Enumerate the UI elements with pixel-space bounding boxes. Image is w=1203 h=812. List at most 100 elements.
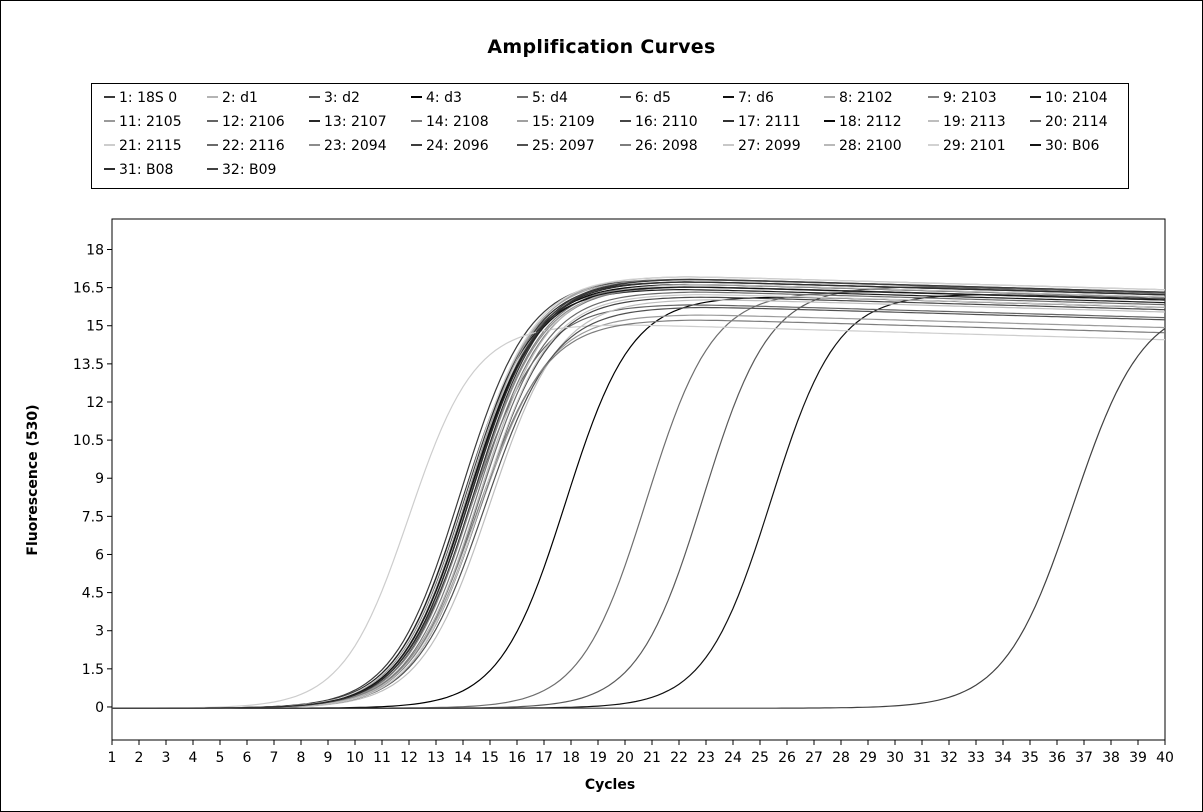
x-tick-label: 14 bbox=[454, 750, 472, 766]
legend-swatch bbox=[824, 120, 835, 122]
legend-swatch bbox=[517, 144, 528, 146]
legend-label: 4: d3 bbox=[426, 90, 462, 106]
legend-swatch bbox=[207, 96, 218, 98]
x-tick-label: 22 bbox=[670, 750, 688, 766]
x-tick-label: 28 bbox=[832, 750, 850, 766]
legend-label: 28: 2100 bbox=[839, 138, 902, 154]
x-tick-label: 39 bbox=[1129, 750, 1147, 766]
x-tick-label: 4 bbox=[189, 750, 198, 766]
series-line bbox=[112, 281, 1165, 709]
x-tick-label: 5 bbox=[216, 750, 225, 766]
x-tick-label: 13 bbox=[427, 750, 445, 766]
legend-label: 30: B06 bbox=[1045, 138, 1100, 154]
legend-swatch bbox=[411, 144, 422, 146]
x-tick-label: 17 bbox=[535, 750, 553, 766]
y-tick-label: 12 bbox=[86, 395, 104, 411]
legend-label: 2: d1 bbox=[222, 90, 258, 106]
legend-item: 26: 2098 bbox=[620, 136, 698, 156]
legend-label: 20: 2114 bbox=[1045, 114, 1108, 130]
legend-label: 31: B08 bbox=[119, 162, 174, 178]
legend-label: 15: 2109 bbox=[532, 114, 595, 130]
legend-label: 32: B09 bbox=[222, 162, 277, 178]
legend-swatch bbox=[824, 96, 835, 98]
legend-label: 13: 2107 bbox=[324, 114, 387, 130]
legend-item: 2: d1 bbox=[207, 88, 258, 108]
legend-label: 19: 2113 bbox=[943, 114, 1006, 130]
y-tick-label: 9 bbox=[95, 471, 104, 487]
series-line bbox=[112, 324, 1165, 709]
x-tick-label: 21 bbox=[643, 750, 661, 766]
legend-item: 20: 2114 bbox=[1030, 112, 1108, 132]
legend-label: 27: 2099 bbox=[738, 138, 801, 154]
chart-title: Amplification Curves bbox=[487, 36, 716, 58]
legend-item: 15: 2109 bbox=[517, 112, 595, 132]
y-tick-label: 7.5 bbox=[82, 509, 104, 525]
legend-swatch bbox=[309, 144, 320, 146]
x-axis-ticks: 1 2 3 4 5 6 7 8 9 10 11 12 13 14 15 16 17 18 19 20 21 22 23 24 2… bbox=[108, 740, 1174, 766]
legend-item: 6: d5 bbox=[620, 88, 671, 108]
legend-label: 18: 2112 bbox=[839, 114, 902, 130]
legend-item: 14: 2108 bbox=[411, 112, 489, 132]
y-tick-label: 18 bbox=[86, 242, 104, 258]
y-tick-label: 0 bbox=[95, 700, 104, 716]
legend-item: 25: 2097 bbox=[517, 136, 595, 156]
x-tick-label: 11 bbox=[373, 750, 391, 766]
chart-legend: 1: 18S 0 2: d1 3: d2 4: d3 5: d4 6: d5 7: d6 8:… bbox=[91, 83, 1129, 189]
legend-label: 16: 2110 bbox=[635, 114, 698, 130]
legend-label: 21: 2115 bbox=[119, 138, 182, 154]
legend-swatch bbox=[517, 96, 528, 98]
legend-swatch bbox=[824, 144, 835, 146]
x-tick-label: 33 bbox=[967, 750, 985, 766]
legend-label: 29: 2101 bbox=[943, 138, 1006, 154]
legend-swatch bbox=[411, 96, 422, 98]
legend-label: 6: d5 bbox=[635, 90, 671, 106]
legend-label: 22: 2116 bbox=[222, 138, 285, 154]
y-tick-label: 1.5 bbox=[82, 662, 104, 678]
legend-item: 28: 2100 bbox=[824, 136, 902, 156]
x-tick-label: 27 bbox=[805, 750, 823, 766]
legend-label: 9: 2103 bbox=[943, 90, 997, 106]
legend-swatch bbox=[620, 96, 631, 98]
legend-item: 29: 2101 bbox=[928, 136, 1006, 156]
y-axis-label: Fluorescence (530) bbox=[25, 404, 41, 556]
y-tick-label: 6 bbox=[95, 547, 104, 563]
legend-swatch bbox=[1030, 120, 1041, 122]
legend-swatch bbox=[207, 120, 218, 122]
legend-label: 5: d4 bbox=[532, 90, 568, 106]
x-tick-label: 34 bbox=[994, 750, 1012, 766]
x-tick-label: 12 bbox=[400, 750, 418, 766]
legend-swatch bbox=[104, 96, 115, 98]
legend-item: 13: 2107 bbox=[309, 112, 387, 132]
x-axis-label: Cycles bbox=[584, 777, 636, 793]
legend-item: 18: 2112 bbox=[824, 112, 902, 132]
legend-item: 27: 2099 bbox=[723, 136, 801, 156]
legend-swatch bbox=[207, 144, 218, 146]
x-tick-label: 7 bbox=[270, 750, 279, 766]
legend-item: 3: d2 bbox=[309, 88, 360, 108]
x-tick-label: 10 bbox=[346, 750, 364, 766]
legend-swatch bbox=[104, 120, 115, 122]
legend-label: 10: 2104 bbox=[1045, 90, 1108, 106]
x-tick-label: 3 bbox=[162, 750, 171, 766]
legend-label: 23: 2094 bbox=[324, 138, 387, 154]
x-tick-label: 29 bbox=[859, 750, 877, 766]
x-tick-label: 9 bbox=[324, 750, 333, 766]
legend-item: 31: B08 bbox=[104, 160, 173, 180]
legend-item: 12: 2106 bbox=[207, 112, 285, 132]
legend-item: 4: d3 bbox=[411, 88, 462, 108]
legend-swatch bbox=[1030, 144, 1041, 146]
x-tick-label: 26 bbox=[778, 750, 796, 766]
x-tick-label: 38 bbox=[1102, 750, 1120, 766]
x-tick-label: 31 bbox=[913, 750, 931, 766]
y-axis-ticks: 0 1.5 3 4.5 6 7.5 9 10.5 12 13.5 15 16.5 18 bbox=[73, 242, 112, 716]
x-tick-label: 1 bbox=[108, 750, 117, 766]
legend-item: 19: 2113 bbox=[928, 112, 1006, 132]
legend-item: 7: d6 bbox=[723, 88, 774, 108]
legend-swatch bbox=[928, 120, 939, 122]
x-tick-label: 16 bbox=[508, 750, 526, 766]
x-tick-label: 37 bbox=[1075, 750, 1093, 766]
legend-item: 32: B09 bbox=[207, 160, 276, 180]
legend-item: 5: d4 bbox=[517, 88, 568, 108]
legend-item: 21: 2115 bbox=[104, 136, 182, 156]
